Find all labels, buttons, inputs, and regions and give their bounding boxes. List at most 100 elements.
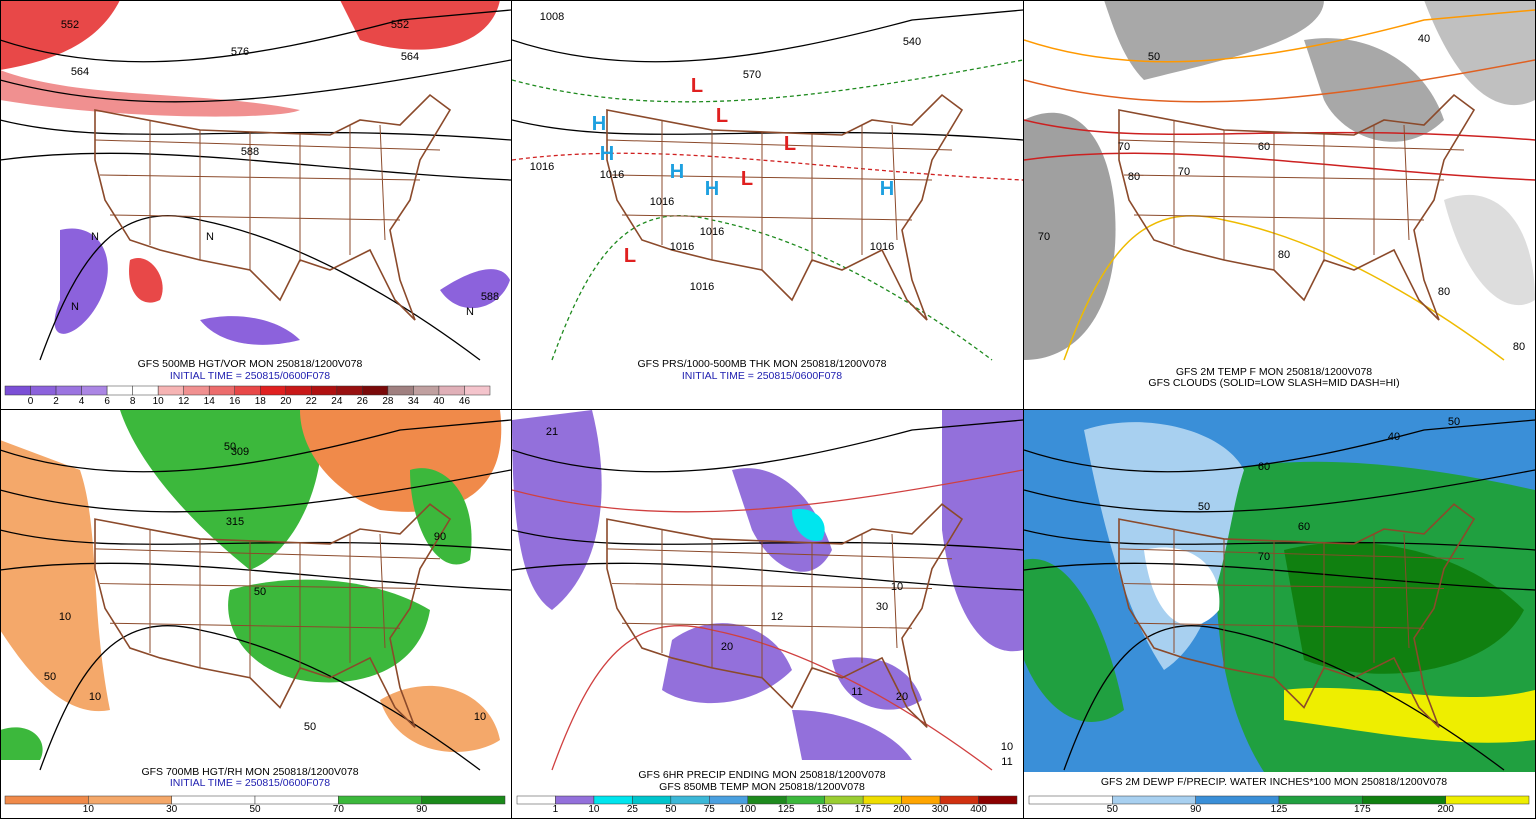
map: 10081016101610161016101610161016540570HH…	[512, 0, 1023, 365]
map-label: 60	[1258, 141, 1270, 153]
map-label: 11	[851, 686, 862, 698]
colorbar-swatch	[1278, 795, 1363, 805]
contour	[0, 152, 511, 181]
map-label: N	[91, 231, 99, 243]
field-shading	[1444, 194, 1535, 306]
map-label: 1016	[670, 241, 694, 253]
panel: 21 12 11 20 10 11 30 20 10 GFS 6HR PRECIP ENDING …	[512, 410, 1023, 815]
colorbar-swatch	[254, 795, 339, 805]
field-shading	[120, 410, 322, 570]
colorbar-swatch	[1195, 795, 1280, 805]
state-lines	[94, 120, 441, 270]
field-shading	[200, 316, 300, 345]
map-label: 50	[304, 721, 316, 733]
map-label: 50	[224, 441, 236, 453]
colorbar-label: 75	[704, 804, 716, 815]
colorbar-swatch	[438, 385, 465, 396]
map-label: 570	[743, 69, 761, 81]
map-label: 50	[44, 671, 56, 683]
map-label: 70	[1118, 141, 1130, 153]
map-label: 12	[771, 611, 783, 623]
colorbar-swatch	[81, 385, 108, 396]
contour	[1024, 119, 1535, 141]
colorbar-swatch	[338, 795, 422, 805]
colorbar-swatch	[632, 795, 672, 805]
map: 70 80 70 80 60 50 40 80 80 70	[1024, 0, 1535, 365]
colorbar-swatch	[4, 385, 31, 396]
field-shading	[0, 440, 110, 712]
colorbar-label: 200	[893, 804, 910, 815]
colorbar-swatch	[555, 795, 595, 805]
contour	[1024, 419, 1535, 473]
colorbar-label: 46	[459, 396, 471, 407]
contour	[1024, 152, 1535, 181]
field-shading	[1104, 0, 1324, 80]
map: 21 12 11 20 10 11 30 20 10	[512, 410, 1023, 772]
field-shading	[54, 228, 108, 334]
contour	[0, 469, 511, 513]
field-shading	[1424, 0, 1535, 106]
map-label: 11	[1001, 756, 1012, 768]
caption: GFS 2M DEWP F/PRECIP. WATER INCHES*100 M…	[1101, 776, 1447, 788]
contour	[512, 59, 1023, 103]
colorbar-label: 4	[79, 396, 85, 407]
colorbar-label: 10	[83, 804, 95, 815]
colorbar-swatch	[285, 385, 312, 396]
colorbar-swatch	[157, 385, 184, 396]
panel: 50 60 40 50 60 70 GFS 2M DEWP F/PRECIP. WATER …	[1024, 410, 1535, 815]
map-label: N	[71, 301, 79, 313]
contour	[0, 9, 511, 63]
contour	[0, 529, 511, 551]
map-label: 309	[231, 446, 249, 458]
map-background	[512, 0, 1023, 365]
colorbar-swatch	[670, 795, 710, 805]
colorbar-swatch	[4, 795, 89, 805]
map-label: 80	[1513, 341, 1525, 353]
colorbar-label: 1	[553, 804, 559, 815]
field-shading	[380, 685, 500, 752]
state-lines	[606, 120, 953, 270]
caption: INITIAL TIME = 250815/0600F078	[170, 370, 330, 382]
map-label: H	[880, 178, 894, 200]
colorbar-label: 34	[408, 396, 420, 407]
colorbar-swatch	[260, 385, 287, 396]
country-outline	[606, 503, 964, 728]
map-label: 90	[434, 531, 446, 543]
map-label: 50	[1148, 51, 1160, 63]
map-label: 1016	[870, 241, 894, 253]
map-label: 1016	[690, 281, 714, 293]
colorbar-swatch	[1445, 795, 1530, 805]
map-label: 60	[1258, 461, 1270, 473]
colorbar-swatch	[413, 385, 440, 396]
map-label: 588	[241, 146, 259, 158]
contour	[512, 152, 1023, 181]
colorbar-swatch	[106, 385, 133, 396]
field-shading	[129, 258, 163, 303]
map-label: L	[691, 75, 703, 97]
map-label: 70	[1178, 166, 1190, 178]
field-shading	[792, 710, 912, 760]
colorbar-label: 14	[204, 396, 216, 407]
colorbar-swatch	[234, 385, 261, 396]
map-label: 80	[1438, 286, 1450, 298]
caption: GFS 500MB HGT/VOR MON 250818/1200V078	[138, 358, 363, 370]
map-label: 10	[89, 691, 101, 703]
map-label: 50	[1448, 416, 1460, 428]
colorbar-swatch	[387, 385, 414, 396]
contour	[512, 562, 1023, 591]
caption: GFS 2M TEMP F MON 250818/1200V078	[1176, 366, 1372, 378]
map-label: H	[600, 143, 614, 165]
map-label: 60	[1298, 521, 1310, 533]
map-label: 10	[891, 581, 903, 593]
colorbar-swatch	[171, 795, 256, 805]
colorbar-swatch	[1028, 795, 1113, 805]
colorbar-swatch	[747, 795, 787, 805]
map-label: N	[466, 306, 474, 318]
colorbar-swatch	[1362, 795, 1446, 805]
field-shading	[228, 579, 430, 683]
colorbar-label: 25	[627, 804, 639, 815]
caption: GFS 850MB TEMP MON 250818/1200V078	[659, 781, 865, 793]
colorbar-label: 150	[816, 804, 833, 815]
map: 552 564 576 588 552 564 588 N N N N	[0, 0, 511, 365]
